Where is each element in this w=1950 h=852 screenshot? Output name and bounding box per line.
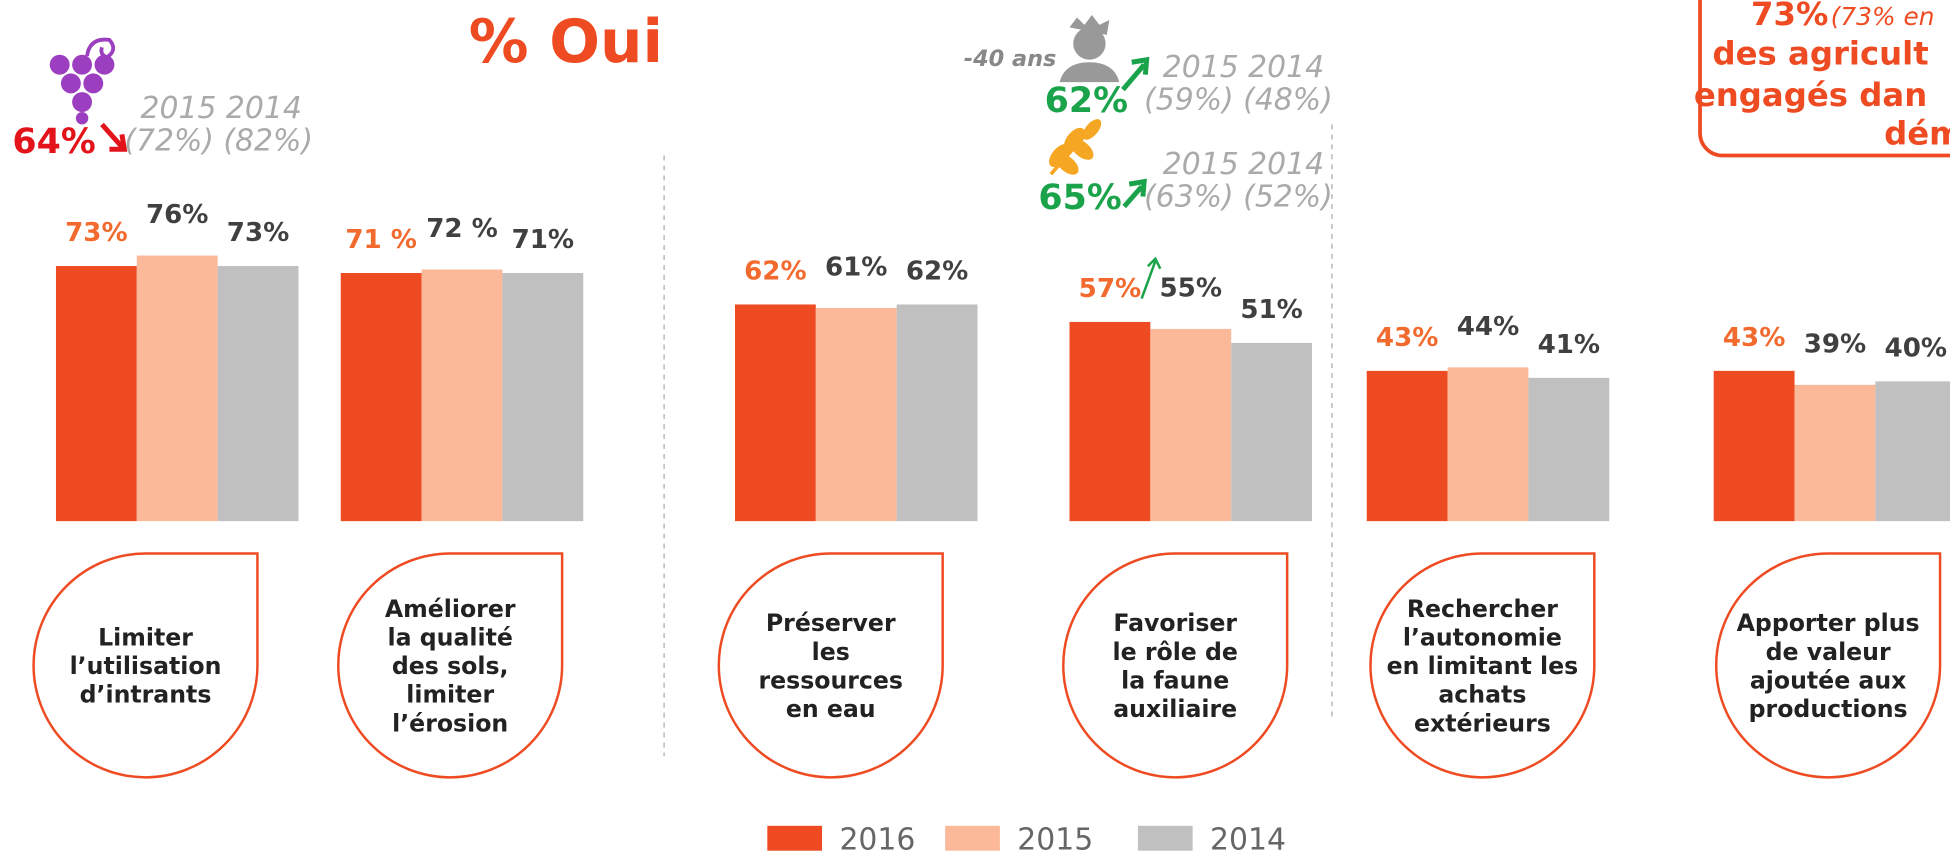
category-label: l’autonomie xyxy=(1403,623,1562,651)
value-label: 73% xyxy=(227,218,289,248)
trend-arrow xyxy=(1140,256,1162,299)
value-label: 62% xyxy=(744,257,807,287)
value-label: 72 % xyxy=(426,214,498,244)
value-label: 76% xyxy=(146,200,209,230)
category-label: d’intrants xyxy=(80,681,212,709)
legend-swatch xyxy=(945,825,1000,851)
category-label: limiter xyxy=(406,681,494,709)
category-label: en limitant les xyxy=(1387,652,1579,680)
box-line: dém xyxy=(1884,114,1950,152)
category-label: productions xyxy=(1749,695,1908,723)
bar xyxy=(1794,384,1876,522)
category-label: le rôle de xyxy=(1113,638,1238,666)
value-label: 39% xyxy=(1804,330,1867,360)
box-value: 73% xyxy=(1751,0,1828,33)
legend-label: 2014 xyxy=(1210,822,1286,852)
bar xyxy=(1713,370,1795,522)
category-label: Rechercher xyxy=(1407,595,1558,623)
annotation-years: 2015 2014 xyxy=(141,91,302,126)
category-label: Améliorer xyxy=(385,595,516,623)
annotation-years: 2015 2014 xyxy=(1163,50,1324,85)
bar xyxy=(340,273,422,522)
bar xyxy=(734,304,816,522)
annotation-value: 65% xyxy=(1038,178,1121,218)
category-label: Limiter xyxy=(98,623,193,651)
category-label: ajoutée aux xyxy=(1750,666,1907,694)
value-label: 43% xyxy=(1723,323,1786,353)
category-label: Préserver xyxy=(766,609,896,637)
grape-icon xyxy=(49,37,116,125)
bar xyxy=(1528,377,1610,522)
bar xyxy=(1366,370,1448,522)
bar xyxy=(1447,367,1529,522)
category-bubble xyxy=(337,552,564,779)
category-bubble xyxy=(1062,552,1289,779)
category-bubble xyxy=(32,552,259,779)
category-bubble xyxy=(1369,552,1596,779)
trend-arrow xyxy=(100,122,128,152)
category-bubble xyxy=(1714,552,1942,779)
annotation-value: 64% xyxy=(12,122,95,162)
bar xyxy=(55,266,137,522)
category-label: Apporter plus xyxy=(1737,609,1920,637)
annotation-past: (63%) (52%) xyxy=(1144,180,1333,215)
info-box xyxy=(1698,0,1950,158)
trend-arrow xyxy=(1122,178,1147,209)
category-label: auxiliaire xyxy=(1113,695,1237,723)
value-label: 40% xyxy=(1885,333,1948,363)
legend-swatch xyxy=(1137,825,1193,851)
annotation-past: (59%) (48%) xyxy=(1144,82,1333,117)
bar xyxy=(136,255,218,522)
category-label: en eau xyxy=(786,695,876,723)
category-label: de valeur xyxy=(1766,638,1891,666)
box-line: engagés dan xyxy=(1694,76,1927,114)
value-label: 51% xyxy=(1240,295,1303,325)
value-label: 73% xyxy=(65,218,128,248)
value-label: 57% xyxy=(1079,274,1142,304)
value-label: 71 % xyxy=(345,225,417,255)
legend-swatch xyxy=(767,825,823,851)
value-label: 61% xyxy=(825,253,888,283)
annotation-years: 2015 2014 xyxy=(1163,147,1324,182)
bar xyxy=(217,266,299,522)
bar xyxy=(1875,381,1950,522)
person-icon xyxy=(1059,14,1120,83)
category-label: extérieurs xyxy=(1414,709,1551,737)
legend-label: 2015 xyxy=(1017,822,1093,852)
category-label: les xyxy=(812,638,850,666)
annotation-value: 62% xyxy=(1045,81,1128,121)
category-label: Favoriser xyxy=(1113,609,1237,637)
bar xyxy=(896,304,978,522)
bar xyxy=(1150,328,1232,522)
category-label: l’utilisation xyxy=(70,652,222,680)
value-label: 62% xyxy=(906,257,969,287)
bar xyxy=(502,273,584,522)
category-label: des sols, xyxy=(392,652,509,680)
value-label: 43% xyxy=(1376,323,1439,353)
chart-title: % Oui xyxy=(469,8,663,77)
box-line: des agricult xyxy=(1712,35,1928,73)
legend-label: 2016 xyxy=(839,822,915,852)
annotation-past: (72%) (82%) xyxy=(124,124,313,159)
annotation-label: -40 ans xyxy=(964,46,1057,72)
category-label: achats xyxy=(1438,681,1526,709)
value-label: 55% xyxy=(1160,274,1223,304)
bar xyxy=(1231,342,1313,522)
bar xyxy=(1069,321,1151,522)
category-label: la qualité xyxy=(388,623,513,651)
category-label: ressources xyxy=(758,666,902,694)
value-label: 71% xyxy=(512,225,575,255)
trend-arrow xyxy=(1121,56,1150,92)
wheat-icon xyxy=(1049,119,1102,176)
value-label: 44% xyxy=(1457,312,1520,342)
category-bubble xyxy=(717,552,944,779)
bar xyxy=(421,269,503,522)
value-label: 41% xyxy=(1538,330,1601,360)
category-label: la faune xyxy=(1121,666,1229,694)
bar xyxy=(815,307,897,522)
category-label: l’érosion xyxy=(392,709,508,737)
box-note: (73% en xyxy=(1831,2,1935,31)
